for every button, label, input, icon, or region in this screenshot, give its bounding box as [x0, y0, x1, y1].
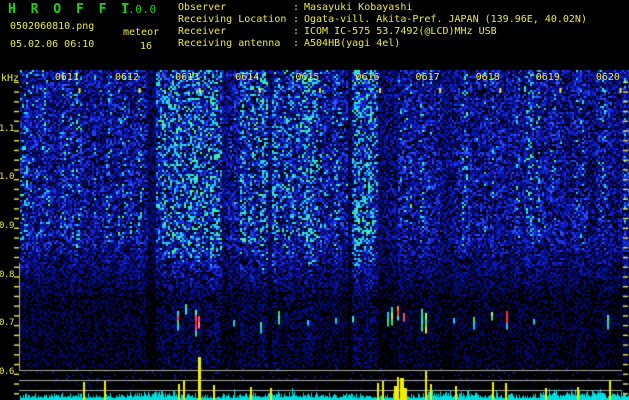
meta-row: Observer: Masayuki Kobayashi — [178, 3, 587, 15]
freq-tick-label: 0.7 — [0, 318, 15, 329]
echo-count-label: 16 — [140, 41, 153, 52]
filename-label: 0502060810.png — [10, 21, 95, 32]
meta-separator: : — [293, 38, 300, 49]
meta-row: Receiving antenna: A504HB(yagi 4el) — [178, 39, 587, 51]
meta-label: Receiving antenna — [178, 38, 281, 49]
freq-tick-label: 1.1 — [0, 123, 15, 134]
app-version: 1.0.0 — [121, 3, 157, 16]
time-label: 0617 — [415, 72, 440, 83]
time-label: 0619 — [535, 72, 560, 83]
meta-row: Receiver: ICOM IC-575 53.7492(@LCD)MHz US… — [178, 27, 587, 39]
datetime-label: 05.02.06 06:10 — [10, 39, 95, 50]
meta-label: Observer — [178, 2, 227, 13]
meta-label: Receiver — [178, 26, 227, 37]
meta-value: ICOM IC-575 53.7492(@LCD)MHz USB — [304, 26, 497, 37]
freq-unit-label: kHz — [1, 73, 20, 84]
mode-label: meteor — [123, 27, 160, 38]
time-label: 0611 — [54, 72, 79, 83]
meta-separator: : — [293, 26, 300, 37]
time-label: 0620 — [595, 72, 620, 83]
time-label: 0618 — [475, 72, 500, 83]
time-label: 0613 — [175, 72, 200, 83]
freq-tick-label: 0.6 — [0, 367, 15, 378]
time-label: 0616 — [355, 72, 380, 83]
meta-separator: : — [293, 14, 300, 25]
meta-label: Receiving Location — [178, 14, 287, 25]
time-label: 0614 — [235, 72, 260, 83]
observation-meta-table: Observer: Masayuki Kobayashi Receiving Loc… — [178, 3, 587, 51]
meta-separator: : — [293, 2, 300, 13]
freq-tick-label: 0.9 — [0, 221, 15, 232]
freq-tick-label: 0.8 — [0, 269, 15, 280]
time-label: 0615 — [295, 72, 320, 83]
meta-value: Ogata-vill. Akita-Pref. JAPAN (139.96E, … — [304, 14, 587, 25]
app-title: H R O F F T — [8, 2, 133, 17]
meta-value: A504HB(yagi 4el) — [304, 38, 401, 49]
meta-row: Receiving Location: Ogata-vill. Akita-Pre… — [178, 15, 587, 27]
time-label: 0612 — [115, 72, 140, 83]
meta-value: Masayuki Kobayashi — [304, 2, 413, 13]
freq-tick-label: 1.0 — [0, 172, 15, 183]
